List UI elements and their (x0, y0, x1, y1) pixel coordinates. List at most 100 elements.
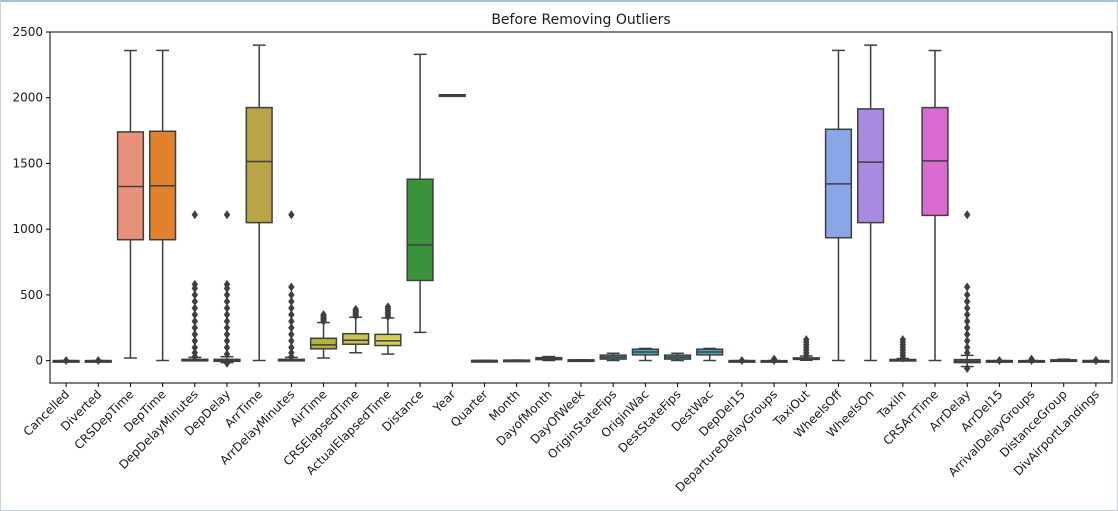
outlier-point (223, 349, 231, 359)
outlier-point (288, 348, 295, 358)
outlier-point (288, 282, 295, 292)
iqr-box (857, 108, 885, 224)
outlier-point (384, 302, 392, 312)
box-Month (503, 359, 531, 363)
outlier-point (288, 323, 295, 333)
outlier-point (191, 210, 199, 220)
outlier-point (963, 296, 971, 306)
outlier-point (963, 303, 971, 313)
box-DepartureDelayGroups (760, 354, 788, 365)
iqr-box (342, 332, 370, 345)
outlier-point (223, 296, 231, 306)
iqr-box (406, 178, 434, 282)
outlier-point (288, 296, 295, 306)
outlier-point (223, 323, 231, 333)
outlier-point (963, 282, 971, 292)
outlier-point (223, 336, 231, 346)
outlier-point (223, 343, 231, 353)
outlier-point (288, 290, 295, 300)
y-tick-label: 2500 (12, 25, 43, 39)
box-TaxiIn (889, 335, 917, 363)
outlier-point (223, 279, 231, 289)
box-WheelsOn (857, 44, 885, 362)
outlier-point (191, 348, 199, 358)
outlier-point (191, 316, 199, 326)
outlier-point (963, 290, 971, 300)
box-AirTime (309, 310, 338, 359)
outlier-point (352, 304, 359, 314)
outlier-point (62, 356, 70, 366)
outlier-point (95, 356, 102, 366)
outlier-point (223, 303, 231, 313)
outlier-point (223, 316, 231, 326)
outlier-point (963, 310, 971, 320)
outlier-point (288, 303, 295, 313)
outlier-point (1028, 354, 1035, 364)
outlier-point (288, 316, 295, 326)
box-ArrDelay (953, 210, 981, 374)
outlier-point (996, 356, 1003, 366)
outlier-point (223, 290, 231, 300)
outlier-point (963, 316, 971, 326)
outlier-point (223, 329, 231, 339)
box-CRSDepTime (116, 49, 145, 359)
box-ArrivalDelayGroups (1017, 354, 1046, 365)
outlier-point (191, 336, 199, 346)
box-CRSArrTime (921, 49, 949, 362)
box-ArrDel15 (985, 356, 1013, 366)
outlier-point (223, 310, 231, 320)
box-DestWac (696, 347, 724, 362)
box-DistanceGroup (1050, 358, 1078, 363)
outlier-point (191, 310, 199, 320)
outlier-point (288, 210, 295, 220)
box-DepTime (149, 49, 177, 362)
outlier-point (288, 329, 295, 339)
box-OriginStateFips (599, 352, 627, 362)
x-tick-label: Year (430, 387, 459, 416)
outlier-point (191, 329, 199, 339)
box-DestStateFips (663, 352, 692, 362)
y-tick-label: 500 (20, 288, 43, 302)
box-DepDelayMinutes (181, 210, 209, 362)
outlier-point (963, 210, 971, 220)
outlier-point (223, 210, 231, 220)
outlier-point (288, 343, 295, 353)
box-OriginWac (631, 347, 659, 362)
outlier-point (191, 290, 199, 300)
outlier-point (770, 354, 778, 364)
box-Diverted (84, 356, 112, 366)
outlier-point (223, 358, 231, 368)
box-ActualElapsedTime (374, 302, 402, 355)
chart-title: Before Removing Outliers (491, 12, 670, 28)
outlier-point (963, 348, 971, 358)
iqr-box (245, 106, 273, 224)
outlier-point (963, 343, 971, 353)
plot-area: 05001000150020002500CancelledDivertedCRS… (12, 25, 1113, 495)
outlier-point (963, 323, 971, 333)
outlier-point (191, 303, 199, 313)
outlier-point (191, 279, 199, 289)
box-WheelsOff (824, 49, 853, 362)
box-Distance (406, 53, 434, 334)
y-tick-label: 1500 (12, 156, 43, 170)
box-Year (438, 94, 466, 98)
y-tick-label: 1000 (12, 222, 43, 236)
box-Quarter (470, 359, 499, 363)
iqr-box (374, 333, 402, 347)
box-DayOfWeek (567, 358, 595, 363)
outlier-point (963, 329, 971, 339)
outlier-point (738, 356, 746, 366)
box-ArrTime (245, 44, 273, 362)
box-Cancelled (52, 356, 80, 366)
box-DepDel15 (728, 356, 756, 366)
outlier-point (899, 335, 907, 345)
box-TaxiOut (792, 335, 820, 362)
outlier-point (963, 364, 971, 374)
outlier-point (288, 310, 295, 320)
outlier-point (1092, 355, 1100, 365)
y-tick-label: 2000 (12, 91, 43, 105)
iqr-box (309, 337, 338, 350)
box-CRSElapsedTime (342, 304, 370, 354)
